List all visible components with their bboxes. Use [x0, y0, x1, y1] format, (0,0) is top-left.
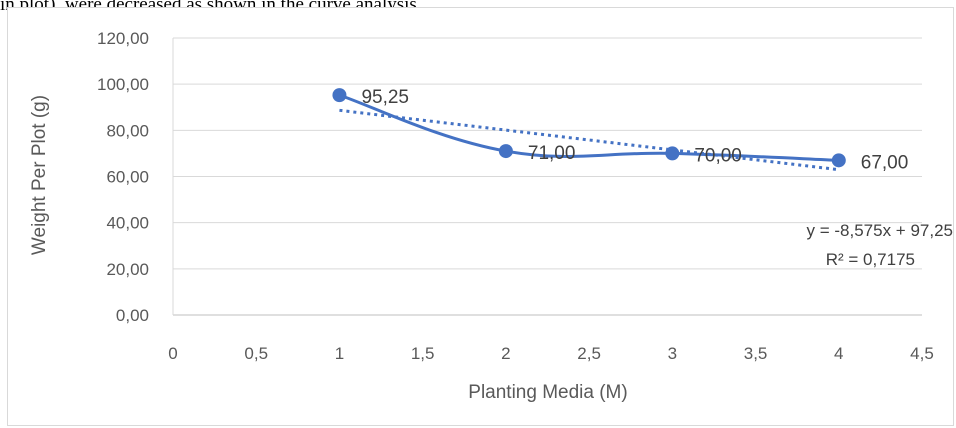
series-line: [338, 93, 839, 162]
y-tick-label: 20,00: [106, 260, 149, 279]
data-point: [831, 153, 846, 168]
data-label: 67,00: [861, 152, 909, 173]
trendline-equation: y = -8,575x + 97,25: [807, 221, 954, 240]
y-axis-title: Weight Per Plot (g): [29, 95, 50, 255]
x-tick-label: 2,5: [577, 344, 601, 363]
x-axis-title: Planting Media (M): [468, 382, 627, 403]
data-labels: 95,25 71,00 70,00 67,00: [361, 87, 908, 173]
x-tick-label: 3: [668, 344, 677, 363]
trendline-r-squared: R² = 0,7175: [826, 250, 915, 269]
data-series: [332, 88, 846, 168]
data-point: [332, 88, 347, 103]
trendline-line: [339, 108, 839, 172]
y-tick-label: 60,00: [106, 168, 149, 187]
gridlines: [173, 37, 922, 270]
trendline: [339, 108, 839, 172]
x-axis-tick-labels: 0 0,5 1 1,5 2 2,5 3 3,5 4 4,5: [168, 344, 934, 363]
x-tick-label: 0: [168, 344, 177, 363]
y-tick-label: 0,00: [116, 306, 149, 325]
x-tick-label: 4: [834, 344, 843, 363]
data-label: 95,25: [361, 87, 409, 108]
y-axis-tick-labels: 0,00 20,00 40,00 60,00 80,00 100,00 120,00: [97, 29, 149, 325]
axes: [172, 38, 922, 316]
y-tick-label: 80,00: [106, 121, 149, 140]
x-tick-label: 1: [335, 344, 344, 363]
data-point: [498, 144, 513, 159]
x-tick-label: 2: [501, 344, 510, 363]
x-tick-label: 0,5: [244, 344, 268, 363]
chart-area: [7, 7, 954, 426]
data-label: 70,00: [694, 145, 742, 166]
y-tick-label: 100,00: [97, 75, 149, 94]
y-tick-label: 120,00: [97, 29, 149, 48]
x-tick-label: 4,5: [910, 344, 934, 363]
x-tick-label: 1,5: [411, 344, 435, 363]
y-tick-label: 40,00: [106, 214, 149, 233]
data-label: 71,00: [528, 143, 576, 164]
x-tick-label: 3,5: [744, 344, 768, 363]
